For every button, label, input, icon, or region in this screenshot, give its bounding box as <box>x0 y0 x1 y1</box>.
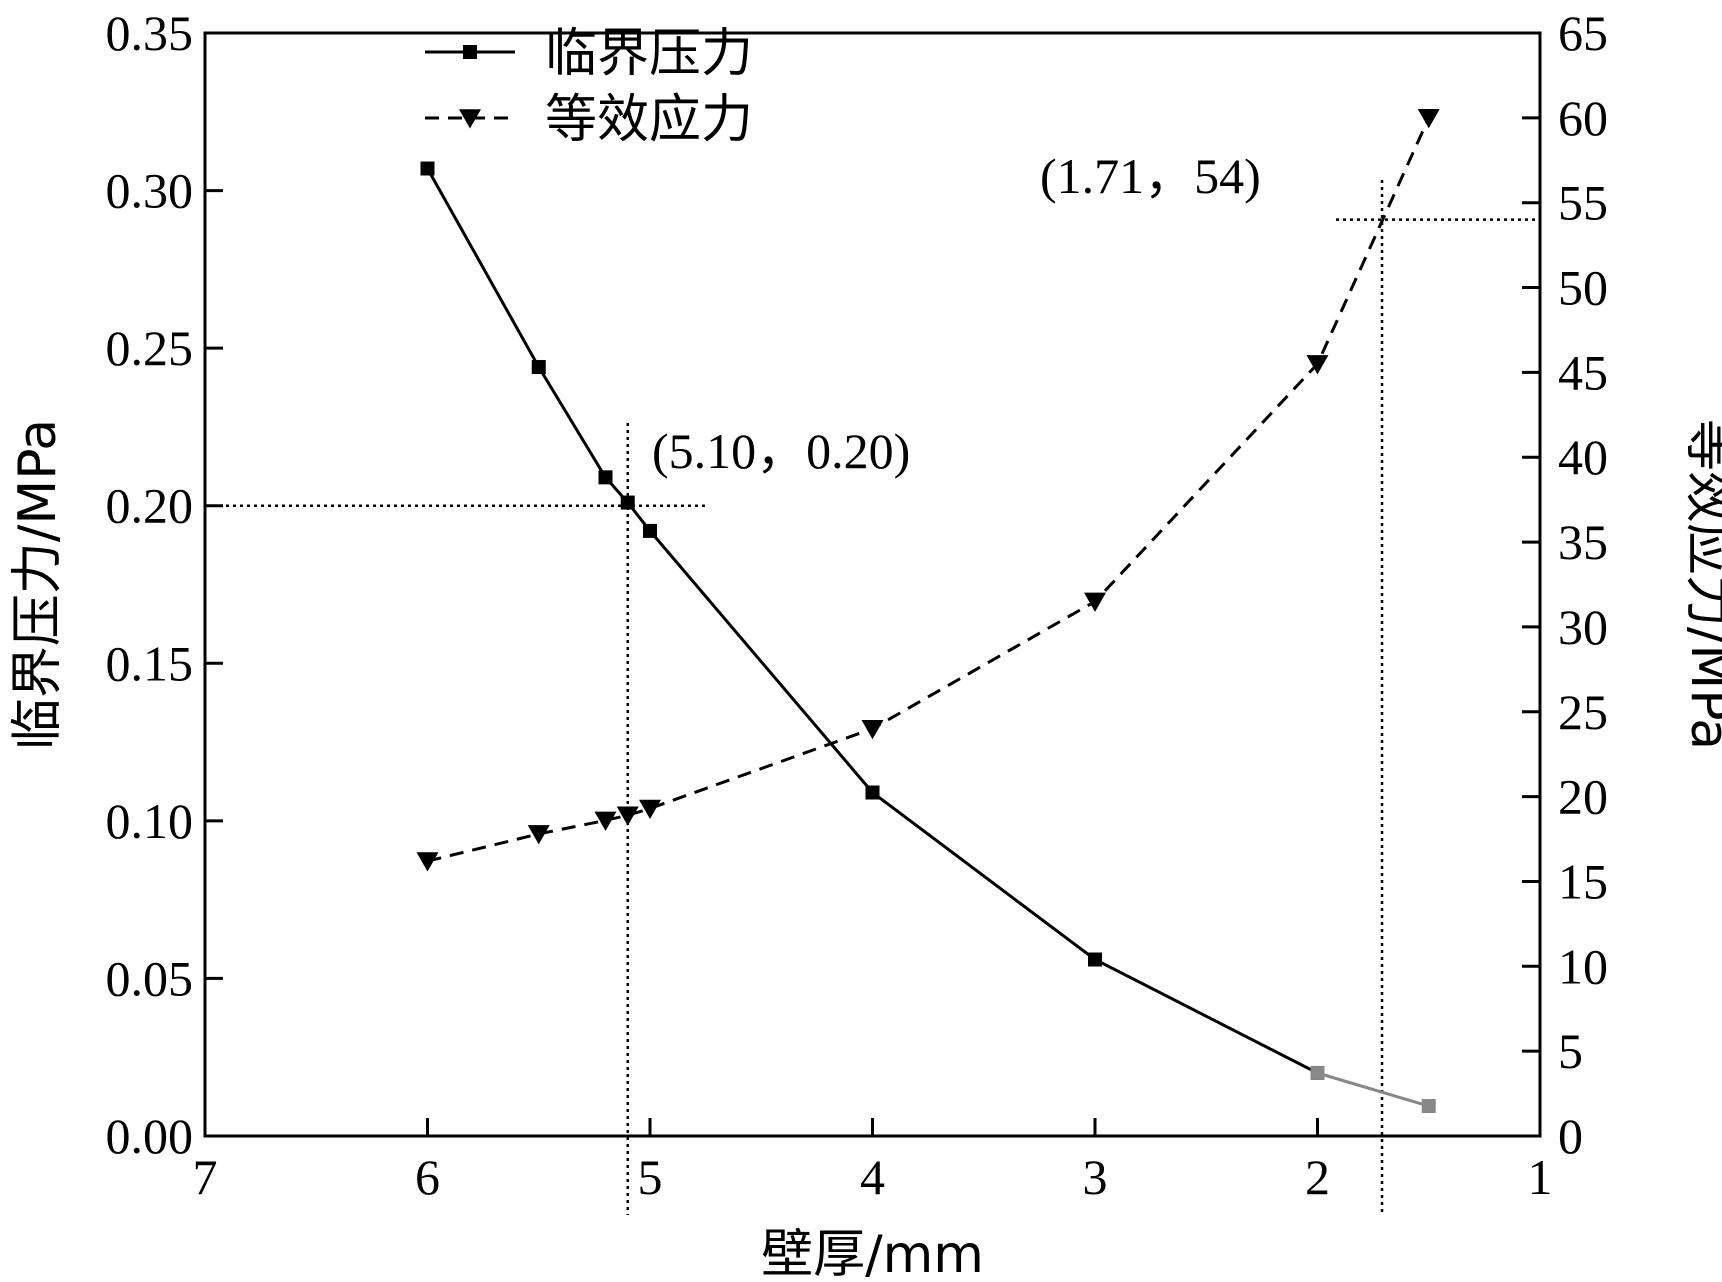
y-right-tick-label: 5 <box>1558 1023 1583 1079</box>
data-point-square <box>643 523 657 538</box>
data-point-triangle <box>861 719 884 740</box>
annotation-label: (1.71，54) <box>1040 148 1261 204</box>
y-right-tick-label: 20 <box>1558 769 1608 825</box>
data-point-triangle <box>459 109 481 129</box>
legend-marker-square <box>463 45 477 59</box>
y-right-tick-label: 40 <box>1558 429 1608 485</box>
x-tick-label: 2 <box>1305 1149 1330 1205</box>
data-point-square <box>620 495 635 510</box>
data-point-triangle <box>616 806 639 826</box>
plot-border <box>203 31 1542 1138</box>
y-right-tick-label: 65 <box>1558 5 1608 61</box>
axis-ticks <box>203 31 1542 1138</box>
y-left-axis-title: 临界压力/MPa <box>8 419 68 750</box>
y-right-tick-label: 10 <box>1558 938 1608 994</box>
y-right-tick-label: 55 <box>1558 175 1608 231</box>
y-right-axis-title: 等效应力/MPa <box>1679 419 1722 750</box>
series-lines <box>426 117 1431 1108</box>
x-tick-label: 1 <box>1528 1149 1553 1205</box>
series-line <box>1317 1071 1430 1108</box>
x-tick-label: 6 <box>415 1149 440 1205</box>
y-right-tick-label: 0 <box>1558 1108 1583 1164</box>
y-left-tick-label: 0.35 <box>106 5 194 61</box>
x-tick-label: 3 <box>1083 1149 1108 1205</box>
x-axis-title: 壁厚/mm <box>761 1225 984 1282</box>
y-right-tick-label: 15 <box>1558 853 1608 909</box>
data-point-square <box>1310 1065 1325 1080</box>
y-right-tick-label: 35 <box>1558 514 1608 570</box>
x-tick-label: 5 <box>638 1149 663 1205</box>
y-right-tick-label: 60 <box>1558 90 1608 146</box>
data-point-triangle <box>1306 355 1329 375</box>
text-labels: 7 6 5 4 3 2 10.000.050.100.150.200.250.300.350… <box>8 5 1722 1282</box>
legend-label: 临界压力 <box>545 24 753 84</box>
data-point-square <box>598 470 613 485</box>
y-left-tick-label: 0.25 <box>106 320 194 376</box>
annotation-guides <box>205 180 1540 1215</box>
y-right-tick-label: 25 <box>1558 684 1608 740</box>
y-left-tick-label: 0.30 <box>106 163 194 219</box>
data-point-triangle <box>639 799 661 819</box>
plot-frame <box>203 31 1542 1138</box>
y-left-tick-label: 0.20 <box>106 478 194 534</box>
y-left-tick-label: 0.05 <box>106 950 194 1006</box>
data-point-triangle <box>1417 109 1440 129</box>
data-point-square <box>1421 1099 1436 1114</box>
data-point-triangle <box>1084 592 1106 612</box>
series-line <box>426 167 1319 1075</box>
y-right-tick-label: 50 <box>1558 260 1608 316</box>
data-point-square <box>531 360 546 375</box>
y-left-tick-label: 0.10 <box>106 793 194 849</box>
y-left-tick-label: 0.00 <box>106 1108 194 1164</box>
data-point-triangle <box>416 852 439 872</box>
annotation-label: (5.10，0.20) <box>652 423 910 479</box>
data-point-triangle <box>594 811 617 831</box>
data-point-square <box>420 161 435 176</box>
data-point-square <box>865 785 880 800</box>
x-tick-label: 7 <box>193 1149 218 1205</box>
y-left-tick-label: 0.15 <box>106 635 194 691</box>
y-right-tick-label: 45 <box>1558 344 1608 400</box>
data-point-triangle <box>527 825 550 845</box>
x-tick-label: 4 <box>860 1149 885 1205</box>
series-line <box>427 117 1431 863</box>
legend-label: 等效应力 <box>545 90 753 150</box>
y-right-tick-label: 30 <box>1558 599 1608 655</box>
data-point-square <box>1088 952 1102 967</box>
series-markers <box>416 109 1440 1114</box>
